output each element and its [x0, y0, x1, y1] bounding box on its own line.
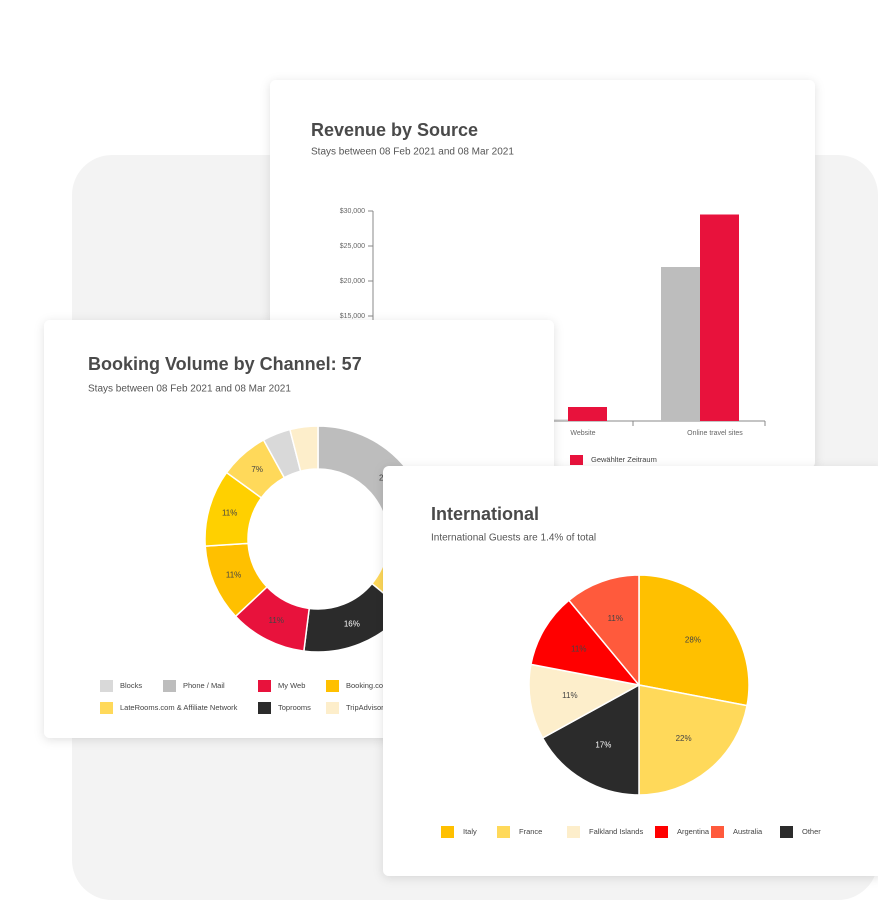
legend-swatch — [441, 826, 454, 838]
slice-label: 11% — [226, 571, 241, 580]
slice-label: 28% — [685, 635, 701, 644]
slice-label: 11% — [571, 644, 586, 653]
y-tick-label: $20,000 — [340, 278, 365, 285]
x-tick-label: Online travel sites — [687, 430, 743, 437]
slice-label: 11% — [222, 508, 237, 517]
legend-label: Booking.com — [346, 681, 389, 690]
slice — [288, 425, 319, 473]
legend-label: France — [519, 827, 542, 836]
legend-swatch — [100, 680, 113, 692]
chart-title: International — [431, 504, 539, 524]
slice-label: 16% — [344, 620, 360, 629]
slice-label: 11% — [562, 691, 577, 700]
bar — [661, 267, 700, 421]
chart-title: Revenue by Source — [311, 120, 478, 140]
slice — [528, 663, 642, 740]
legend-label: Australia — [733, 827, 763, 836]
legend-swatch — [567, 826, 580, 838]
chart-title: Booking Volume by Channel: 57 — [88, 354, 362, 374]
slice-label: 17% — [595, 740, 611, 749]
x-tick-label: Website — [570, 430, 595, 437]
legend-swatch — [655, 826, 668, 838]
slice — [638, 574, 750, 707]
legend-swatch — [780, 826, 793, 838]
legend-swatch — [258, 702, 271, 714]
slice — [541, 683, 640, 796]
chart-subtitle: Stays between 08 Feb 2021 and 08 Mar 202… — [311, 147, 514, 158]
y-tick-label: $30,000 — [340, 208, 365, 215]
legend-swatch — [326, 702, 339, 714]
legend-swatch — [570, 455, 583, 465]
revenue-card: Revenue by Source Stays between 08 Feb 2… — [270, 80, 815, 468]
legend-label: Argentina — [677, 827, 710, 836]
international-card: International International Guests are 1… — [383, 466, 878, 876]
legend-swatch — [163, 680, 176, 692]
slice-label: 22% — [676, 734, 692, 743]
bar — [568, 407, 607, 421]
y-tick-label: $15,000 — [340, 313, 365, 320]
legend-label: My Web — [278, 681, 305, 690]
legend-label: Blocks — [120, 681, 142, 690]
legend-label: LateRooms.com & Affiliate Network — [120, 703, 238, 712]
chart-subtitle: Stays between 08 Feb 2021 and 08 Mar 202… — [88, 384, 291, 395]
legend-swatch — [497, 826, 510, 838]
legend-label: Gewählter Zeitraum — [591, 455, 657, 464]
legend-swatch — [711, 826, 724, 838]
slice-label: 7% — [251, 465, 263, 474]
legend-swatch — [326, 680, 339, 692]
slice — [638, 684, 748, 796]
legend-label: Falkland Islands — [589, 827, 643, 836]
legend-label: TripAdvisor — [346, 703, 384, 712]
slice — [567, 574, 640, 688]
legend-swatch — [258, 680, 271, 692]
legend-swatch — [100, 702, 113, 714]
y-tick-label: $25,000 — [340, 243, 365, 250]
slice-label: 11% — [608, 614, 623, 623]
legend-label: Italy — [463, 827, 477, 836]
bar — [700, 214, 739, 421]
chart-subtitle: International Guests are 1.4% of total — [431, 533, 596, 544]
slice — [530, 599, 641, 687]
legend-label: Toprooms — [278, 703, 311, 712]
slice-label: 11% — [269, 616, 284, 625]
legend-label: Other — [802, 827, 821, 836]
legend-label: Phone / Mail — [183, 681, 225, 690]
